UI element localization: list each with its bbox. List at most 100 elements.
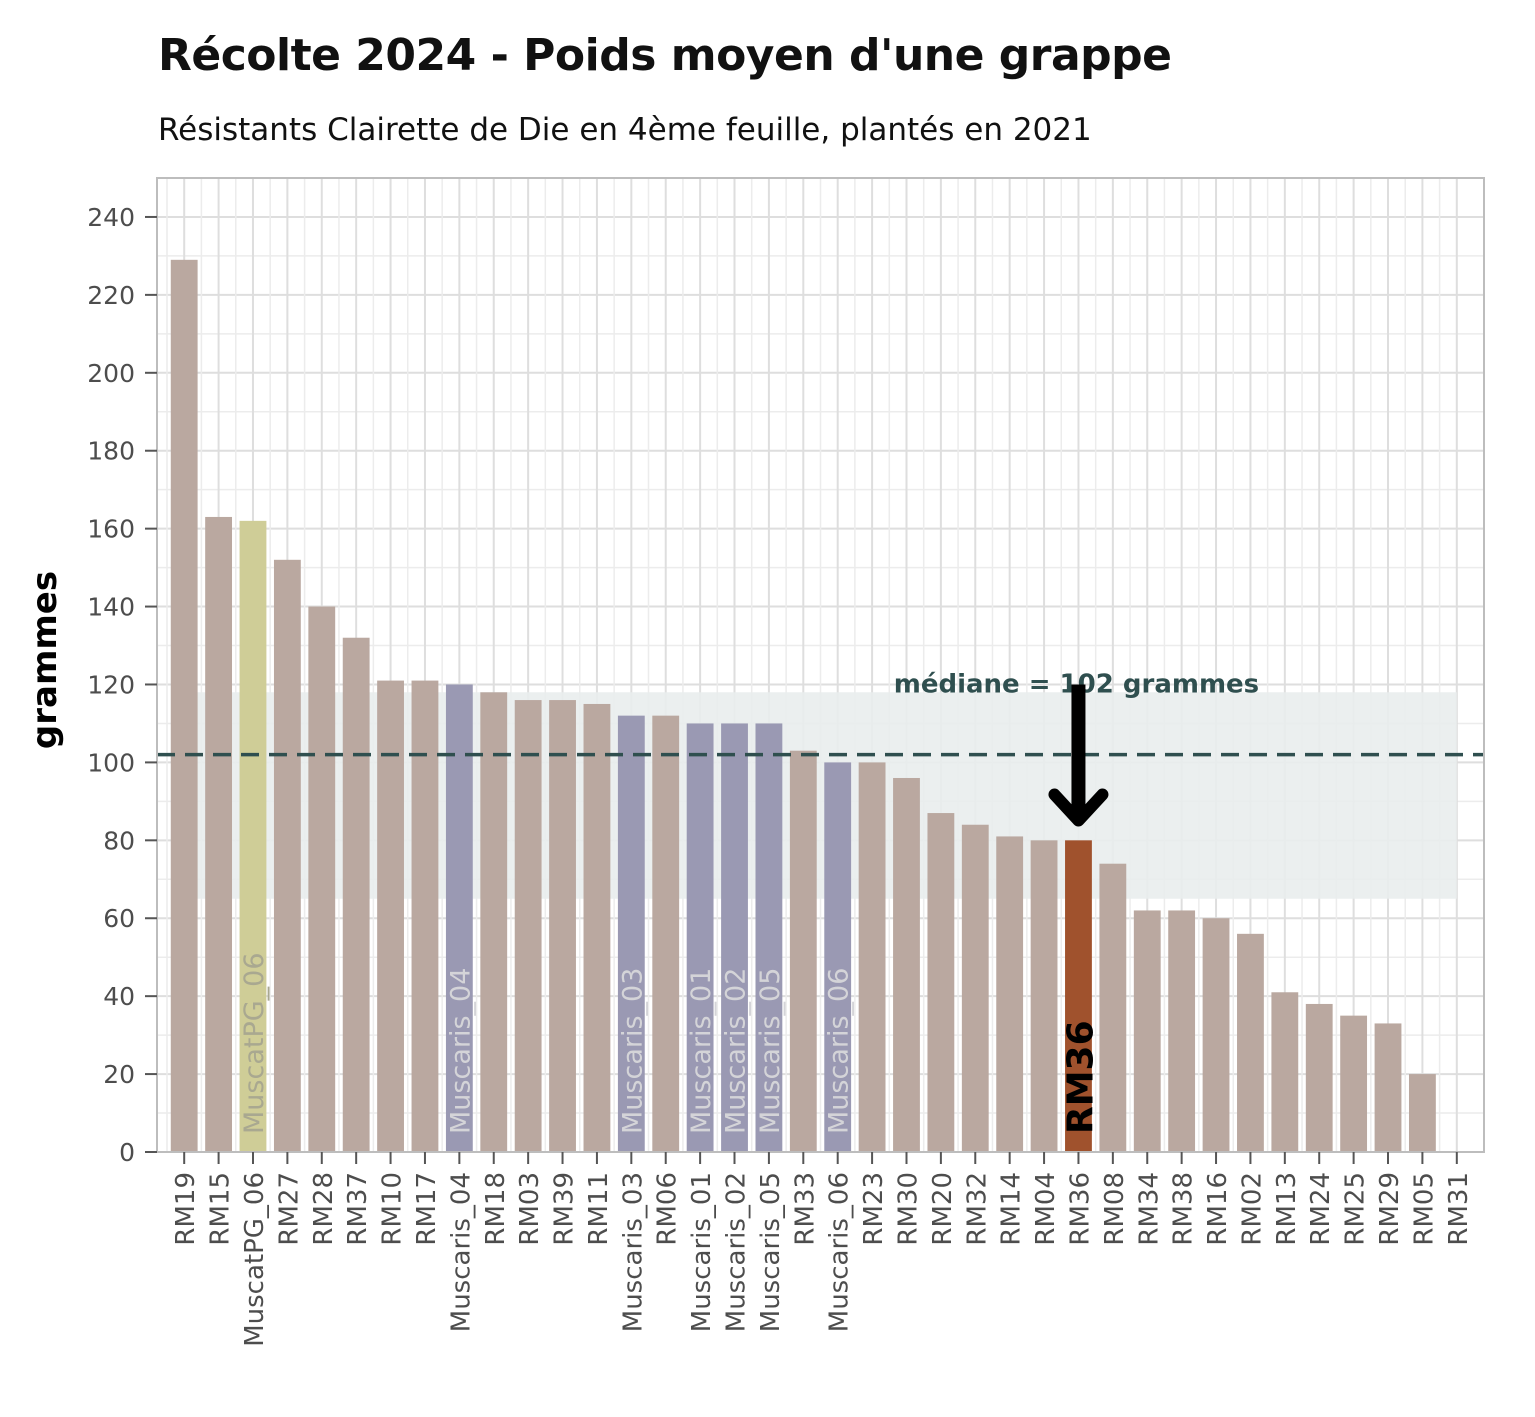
x-tick-label: RM16 (1203, 1172, 1233, 1246)
inbar-label-muscatpg-06: MuscatPG_06 (239, 952, 270, 1134)
y-axis-label: grammes (25, 571, 65, 749)
bar-rm30 (893, 777, 920, 1152)
bar-rm25 (1340, 1015, 1368, 1152)
bar-rm08 (1099, 863, 1127, 1152)
bar-rm16 (1202, 918, 1230, 1152)
bar-muscaris-06 (824, 762, 852, 1152)
x-tick-label: RM39 (550, 1172, 580, 1246)
x-tick-label: RM03 (515, 1172, 545, 1246)
x-tick-label: RM24 (1306, 1172, 1336, 1246)
bar-rm19 (170, 259, 198, 1152)
y-tick-label: 240 (87, 203, 135, 232)
bar-muscatpg-06 (239, 520, 267, 1152)
y-tick-label: 100 (87, 748, 135, 777)
y-tick-label: 120 (87, 670, 135, 699)
bar-muscaris-01 (686, 723, 714, 1152)
x-tick-label: RM17 (412, 1172, 442, 1246)
in-bar-labels: MuscatPG_06 Muscaris_04 Muscaris_03 Muscari… (239, 952, 1101, 1134)
x-tick-label: Muscaris_03 (618, 1172, 648, 1332)
bar-rm32 (961, 824, 989, 1152)
x-tick-label: RM18 (481, 1172, 511, 1246)
bar-rm13 (1271, 992, 1299, 1152)
y-tick-label: 40 (103, 982, 135, 1011)
y-tick-label: 140 (87, 593, 135, 622)
inbar-label-muscaris-03: Muscaris_03 (617, 968, 648, 1134)
bar-rm28 (308, 606, 336, 1152)
x-tick-label: RM33 (790, 1172, 820, 1246)
bar-rm33 (789, 750, 817, 1152)
chart-subtitle: Résistants Clairette de Die en 4ème feui… (158, 112, 1092, 148)
chart-title: Récolte 2024 - Poids moyen d'une grappe (158, 30, 1172, 81)
bars (170, 259, 1436, 1152)
y-tick-label: 0 (119, 1138, 135, 1167)
bar-rm29 (1374, 1023, 1402, 1152)
x-tick-label: RM06 (653, 1172, 683, 1246)
bar-rm02 (1237, 933, 1264, 1152)
bar-rm10 (377, 680, 404, 1152)
x-tick-label: RM25 (1341, 1172, 1371, 1246)
inbar-label-muscaris-05: Muscaris_05 (755, 968, 786, 1134)
bar-rm23 (858, 762, 886, 1152)
bar-rm39 (549, 700, 576, 1152)
inbar-label-rm36: RM36 (1060, 1020, 1101, 1134)
bar-rm11 (583, 703, 611, 1152)
y-tick-label: 220 (87, 281, 135, 310)
bar-rm38 (1168, 910, 1196, 1152)
x-tick-label: Muscaris_06 (825, 1172, 855, 1332)
median-annotation: médiane = 102 grammes (894, 669, 1259, 827)
x-tick-label: RM08 (1100, 1172, 1130, 1246)
bar-rm17 (411, 680, 439, 1152)
x-tick-label: RM04 (1031, 1172, 1061, 1246)
y-tick-label: 160 (87, 515, 135, 544)
inbar-label-muscaris-01: Muscaris_01 (686, 968, 717, 1134)
x-tick-label: RM27 (274, 1172, 304, 1246)
inbar-label-muscaris-06: Muscaris_06 (824, 968, 855, 1134)
y-tick-label: 80 (103, 826, 135, 855)
y-tick-label: 180 (87, 437, 135, 466)
x-tick-label: RM28 (309, 1172, 339, 1246)
bar-muscaris-04 (445, 684, 473, 1152)
annotation-arrow-head (1048, 788, 1109, 827)
bar-rm03 (514, 700, 542, 1152)
x-tick-label: RM36 (1065, 1172, 1095, 1246)
x-tick-label: RM14 (997, 1172, 1027, 1246)
bar-rm27 (273, 559, 301, 1152)
x-tick-label: RM30 (893, 1172, 923, 1246)
bar-rm24 (1305, 1003, 1333, 1152)
x-tick-label: RM10 (378, 1172, 408, 1246)
x-tick-label: RM05 (1409, 1172, 1439, 1246)
bar-rm18 (480, 692, 508, 1152)
x-tick-label: RM34 (1134, 1172, 1164, 1246)
x-tick-label: RM23 (859, 1172, 889, 1246)
x-tick-label: Muscaris_04 (446, 1172, 476, 1332)
bar-rm15 (205, 516, 233, 1152)
x-tick-label: RM19 (171, 1172, 201, 1246)
x-tick-label: RM11 (584, 1172, 614, 1246)
x-tick-label: RM31 (1444, 1172, 1474, 1246)
bar-rm06 (652, 715, 680, 1152)
x-tick-label: RM38 (1169, 1172, 1199, 1246)
x-tick-label: MuscatPG_06 (240, 1172, 270, 1347)
bar-rm36 (1065, 840, 1092, 1152)
plot-panel-border (156, 177, 1485, 1153)
x-tick-label: RM13 (1272, 1172, 1302, 1246)
y-tick-label: 60 (103, 904, 135, 933)
x-tick-label: RM20 (928, 1172, 958, 1246)
inbar-label-muscaris-02: Muscaris_02 (721, 968, 752, 1134)
x-tick-label: RM37 (343, 1172, 373, 1246)
bar-muscaris-03 (617, 715, 645, 1152)
bar-rm20 (927, 813, 955, 1152)
bar-rm05 (1408, 1074, 1436, 1152)
bar-muscaris-02 (721, 723, 748, 1152)
bar-rm04 (1030, 840, 1058, 1152)
inbar-label-muscaris-04: Muscaris_04 (445, 968, 476, 1134)
y-tick-label: 200 (87, 359, 135, 388)
bar-rm37 (342, 637, 370, 1152)
x-tick-label: Muscaris_01 (687, 1172, 717, 1332)
x-tick-label: RM15 (206, 1172, 236, 1246)
bar-rm14 (996, 836, 1024, 1152)
x-tick-label: RM29 (1375, 1172, 1405, 1246)
bar-muscaris-05 (755, 723, 783, 1152)
